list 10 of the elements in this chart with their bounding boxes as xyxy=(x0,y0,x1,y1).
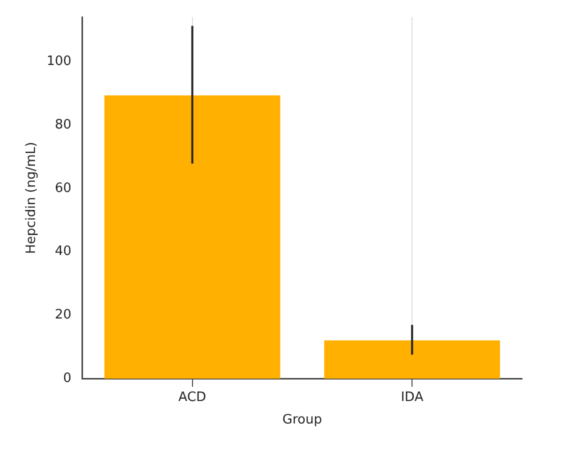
y-tick-label: 20 xyxy=(54,308,72,323)
y-tick-label: 60 xyxy=(54,180,72,196)
x-tick-label: ACD xyxy=(178,390,206,405)
y-tick-label: 100 xyxy=(46,54,72,69)
y-tick-label: 40 xyxy=(54,244,72,260)
x-axis-title: Group xyxy=(282,412,322,428)
x-tick-label: IDA xyxy=(400,390,424,405)
y-tick-label: 80 xyxy=(54,117,72,132)
y-tick-label: 0 xyxy=(63,371,72,386)
y-axis-title: Hepcidin (ng/mL) xyxy=(24,142,40,254)
